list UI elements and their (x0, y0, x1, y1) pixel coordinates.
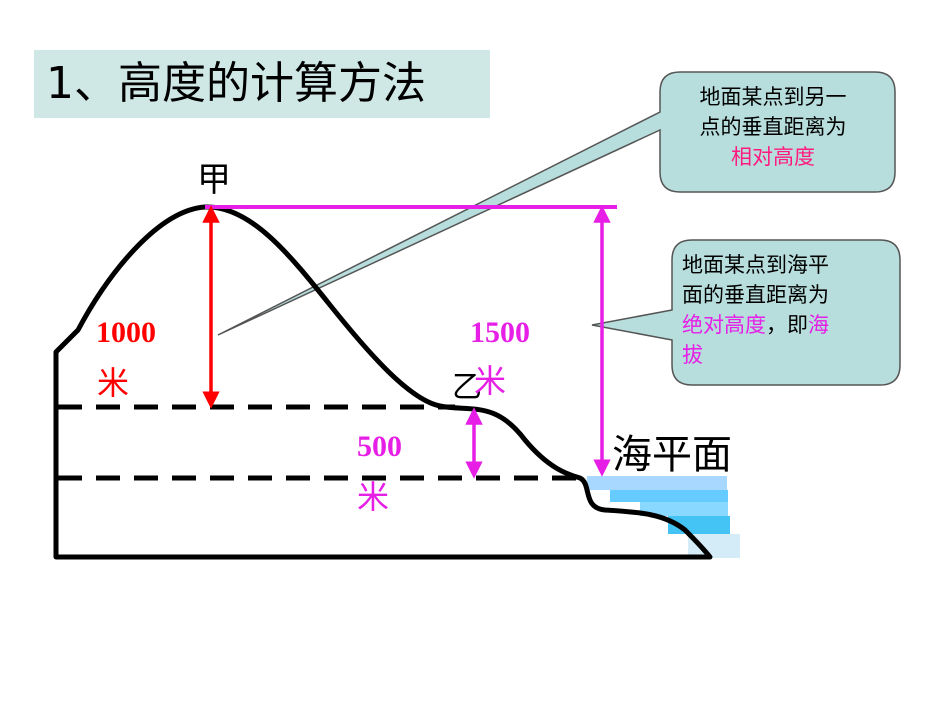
peak-label: 甲 (197, 160, 231, 200)
point-b-label: 乙 (452, 370, 482, 405)
sea-water (587, 476, 740, 558)
callout-absolute-line1: 地面某点到海平 (682, 253, 829, 277)
callout-absolute-highlight1: 绝对高度 (682, 313, 766, 337)
base-diff-value: 500 (357, 430, 402, 463)
callout-relative-highlight: 相对高度 (731, 145, 815, 169)
callout-relative-line2: 点的垂直距离为 (699, 115, 847, 139)
callout-absolute-sep: ，即 (766, 313, 808, 337)
title-background (34, 50, 490, 118)
absolute-height-value: 1500 (470, 316, 530, 349)
callout-absolute-shape (591, 239, 901, 386)
callout-absolute-line2: 面的垂直距离为 (682, 283, 829, 307)
sea-level-label: 海平面 (612, 432, 732, 478)
callout-absolute-line4: 拔 (682, 343, 703, 367)
callout-relative-shape (217, 71, 896, 336)
base-diff-unit: 米 (357, 478, 390, 516)
mountain-profile (53, 204, 713, 560)
absolute-height-unit: 米 (474, 362, 507, 400)
relative-height-value: 1000 (96, 316, 156, 349)
callout-relative-line1: 地面某点到另一 (699, 85, 847, 109)
page-title: 1、高度的计算方法 (46, 58, 426, 109)
callout-absolute-line3: 绝对高度，即海 (682, 310, 882, 340)
callout-absolute-highlight2: 海 (808, 313, 829, 337)
callout-relative: 地面某点到另一 点的垂直距离为 相对高度 (660, 82, 886, 172)
relative-height-unit: 米 (97, 364, 130, 402)
callout-absolute: 地面某点到海平 面的垂直距离为 绝对高度，即海 拔 (682, 250, 882, 370)
